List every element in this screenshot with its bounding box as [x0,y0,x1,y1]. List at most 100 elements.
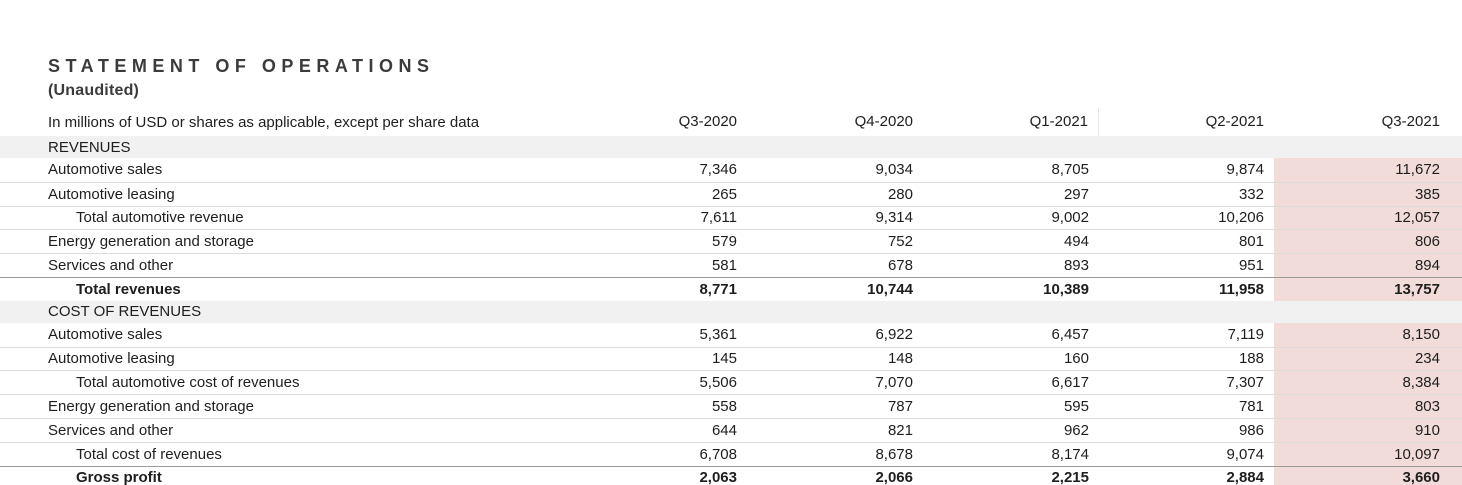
row-label: Total automotive cost of revenues [76,374,300,392]
table-row: Total automotive revenue 7,611 9,314 9,002 1… [0,205,1462,230]
row-label: Services and other [48,421,174,439]
cell-value: 7,611 [700,209,737,227]
column-header-q2-2021: Q2-2021 [1205,113,1264,130]
cell-value: 2,884 [1226,469,1264,485]
row-label: Gross profit [76,469,162,485]
table-row: Total cost of revenues 6,708 8,678 8,174 9,0… [0,441,1462,466]
cell-value: 644 [711,421,737,439]
cell-value: 806 [1274,230,1462,254]
cell-value: 160 [1063,350,1089,368]
cell-value: 951 [1238,257,1264,275]
column-header-q4-2020: Q4-2020 [854,113,913,130]
cell-value: 986 [1238,421,1264,439]
cell-value: 8,705 [1051,161,1089,179]
table-row: Automotive sales 5,361 6,922 6,457 7,119 8,15… [0,322,1462,347]
cell-value: 10,097 [1274,442,1462,466]
cell-value: 8,150 [1274,322,1462,347]
section-header: REVENUES [0,136,1462,158]
cell-value: 6,708 [699,445,737,463]
cell-value: 2,063 [699,469,737,485]
row-label: Energy generation and storage [48,398,254,416]
cell-value: 13,757 [1274,277,1462,301]
row-label: Services and other [48,257,174,275]
cell-value: 10,389 [1043,280,1089,298]
column-header-q3-2021: Q3-2021 [1381,113,1440,130]
cell-value: 7,070 [875,374,913,392]
cell-value: 8,678 [875,445,913,463]
cell-value: 803 [1274,395,1462,418]
cell-value: 11,958 [1218,280,1264,298]
cell-value: 148 [887,350,913,368]
cell-value: 265 [711,185,737,203]
table-row: Automotive leasing 145 148 160 188 234 [0,346,1462,371]
section-header-label: COST OF REVENUES [48,303,202,321]
cell-value: 280 [887,185,913,203]
cell-value: 558 [711,398,737,416]
cell-value: 2,066 [875,469,913,485]
row-label: Total cost of revenues [76,445,222,463]
cell-value: 910 [1274,418,1462,442]
cell-value: 752 [887,233,913,251]
cell-value: 10,744 [867,280,913,298]
table-header-row: In millions of USD or shares as applicab… [0,108,1462,136]
cell-value: 6,617 [1051,374,1089,392]
cell-value: 9,874 [1226,161,1264,179]
table-row: Automotive leasing 265 280 297 332 385 [0,181,1462,206]
cell-value: 893 [1063,257,1089,275]
cell-value: 145 [711,350,737,368]
cell-value: 894 [1274,254,1462,277]
cell-value: 581 [711,257,737,275]
cell-value: 595 [1063,398,1089,416]
section-header-label: REVENUES [48,138,131,156]
cell-value: 8,771 [699,280,737,298]
cell-value: 12,057 [1274,206,1462,230]
cell-value: 9,074 [1226,445,1264,463]
table-caption: In millions of USD or shares as applicab… [48,113,480,131]
cell-value: 10,206 [1218,209,1264,227]
cell-value: 7,346 [699,161,737,179]
cell-value: 5,506 [699,374,737,392]
table-row: Total revenues 8,771 10,744 10,389 11,958 13,… [0,276,1462,301]
cell-value: 9,002 [1051,209,1089,227]
cell-value: 7,307 [1226,374,1264,392]
cell-value: 787 [887,398,913,416]
column-header-q1-2021: Q1-2021 [923,108,1099,136]
cell-value: 494 [1063,233,1089,251]
cell-value: 962 [1063,421,1089,439]
row-label: Energy generation and storage [48,233,254,251]
cell-value: 3,660 [1274,466,1462,485]
table-row: Energy generation and storage 579 752 494 80… [0,229,1462,254]
cell-value: 9,314 [875,209,913,227]
cell-value: 5,361 [699,326,737,344]
table-row: Automotive sales 7,346 9,034 8,705 9,874 11,6… [0,158,1462,182]
cell-value: 801 [1238,233,1264,251]
row-label: Total revenues [76,280,181,298]
page-subtitle: (Unaudited) [48,82,140,99]
table-row: Services and other 581 678 893 951 894 [0,253,1462,277]
cell-value: 8,384 [1274,371,1462,395]
row-label: Automotive leasing [48,185,175,203]
table-row: Energy generation and storage 558 787 595 78… [0,394,1462,418]
table-row: Services and other 644 821 962 986 910 [0,417,1462,442]
cell-value: 821 [887,421,913,439]
column-header-q3-2020: Q3-2020 [678,113,737,130]
cell-value: 11,672 [1274,158,1462,182]
page-title: STATEMENT OF OPERATIONS [48,56,435,76]
cell-value: 332 [1238,185,1264,203]
row-label: Automotive sales [48,161,163,179]
cell-value: 7,119 [1227,326,1264,344]
cell-value: 297 [1063,185,1089,203]
table-row: Gross profit 2,063 2,066 2,215 2,884 3,660 [0,465,1462,485]
table-row: Total automotive cost of revenues 5,506 7,… [0,370,1462,395]
cell-value: 188 [1238,350,1264,368]
section-header: COST OF REVENUES [0,300,1462,323]
cell-value: 781 [1238,398,1264,416]
cell-value: 678 [887,257,913,275]
cell-value: 385 [1274,182,1462,206]
operations-table: In millions of USD or shares as applicab… [0,108,1462,485]
cell-value: 6,457 [1051,326,1089,344]
cell-value: 6,922 [875,326,913,344]
row-label: Automotive sales [48,326,163,344]
cell-value: 2,215 [1051,469,1089,485]
